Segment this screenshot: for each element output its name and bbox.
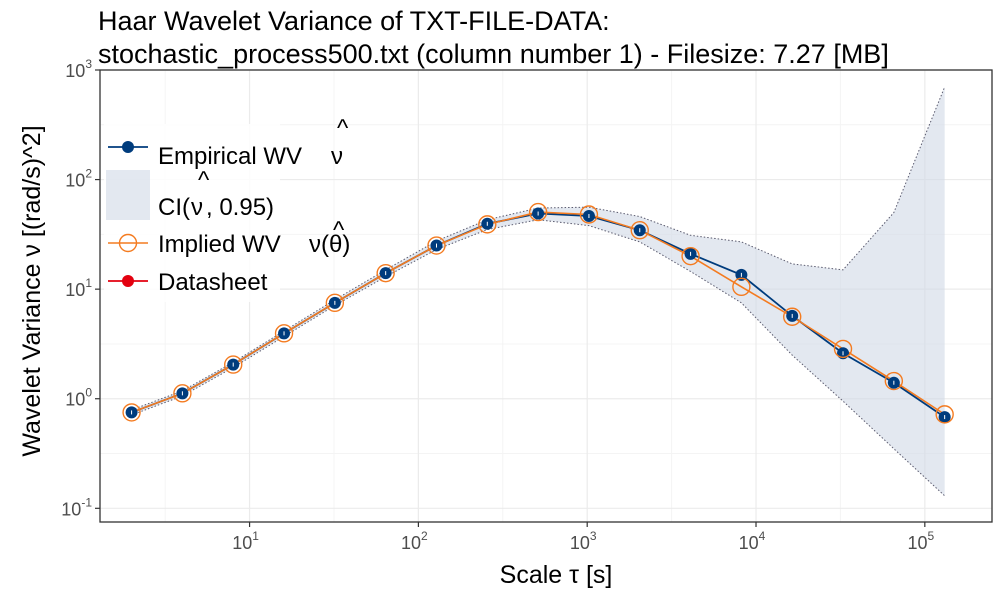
- y-tick-label-1: 100: [65, 386, 92, 410]
- implied-wv-point-15: [884, 371, 904, 391]
- y-axis: 10-1 100 101 102 103: [61, 57, 100, 519]
- legend: Empirical WV^νCI(^ν, 0.95)Implied WV ν(θ)…: [104, 115, 350, 302]
- implied-wv-point-9: [579, 205, 599, 224]
- implied-wv-point-1: [173, 384, 192, 403]
- chart-title-line1: Haar Wavelet Variance of TXT-FILE-DATA:: [98, 6, 610, 36]
- implied-wv-point-6: [427, 236, 446, 255]
- implied-wv-point-5: [376, 263, 395, 283]
- implied-wv-point-14: [833, 339, 853, 359]
- legend-math-ci: ν: [191, 194, 203, 221]
- implied-wv-point-7: [478, 215, 497, 234]
- implied-wv-point-8: [528, 202, 548, 222]
- implied-wv-point-0: [122, 403, 141, 422]
- implied-wv-point-16: [935, 405, 954, 424]
- implied-wv-point-12: [732, 277, 751, 297]
- y-axis-title: Wavelet Variance ν [(rad/s)^2]: [18, 125, 46, 456]
- legend-hat-implied: ^: [333, 217, 345, 244]
- legend-key-empirical-point: [122, 141, 134, 153]
- legend-key-datasheet-point: [122, 275, 134, 287]
- x-tick-label-0: 101: [232, 529, 259, 553]
- legend-label-ci: CI(: [158, 194, 190, 221]
- legend-key-ci: [106, 170, 150, 220]
- x-tick-label-2: 103: [570, 529, 597, 553]
- legend-math-implied: ν(θ): [309, 231, 350, 258]
- implied-wv-point-2: [224, 355, 243, 374]
- legend-hat-ci: ^: [198, 167, 210, 194]
- x-tick-label-1: 102: [401, 529, 428, 553]
- implied-wv-point-11: [681, 246, 700, 266]
- y-tick-label-2: 101: [65, 276, 92, 300]
- legend-label-datasheet: Datasheet: [158, 269, 268, 296]
- legend-label-empirical: Empirical WV: [158, 143, 302, 170]
- chart-title-line2: stochastic_process500.txt (column number…: [98, 39, 889, 69]
- legend-label-implied: Implied WV: [158, 231, 281, 258]
- y-tick-label-0: 10-1: [61, 495, 92, 519]
- legend-hat-empirical: ^: [337, 115, 349, 142]
- implied-wv-point-10: [630, 221, 649, 240]
- implied-wv-point-4: [325, 293, 345, 313]
- x-axis: 101 102 103 104 105: [232, 522, 934, 553]
- implied-wv-point-13: [783, 307, 802, 326]
- legend-key-implied-point: [118, 233, 138, 253]
- plot-border: [99, 69, 993, 523]
- legend-suffix-ci: , 0.95): [206, 194, 274, 221]
- y-tick-label-4: 103: [65, 57, 92, 81]
- x-axis-title: Scale τ [s]: [500, 561, 613, 589]
- legend-math-empirical: ν: [331, 143, 343, 170]
- x-tick-label-3: 104: [739, 529, 766, 553]
- implied-wv-point-3: [274, 324, 294, 343]
- ci-band: [131, 86, 945, 496]
- x-tick-label-4: 105: [907, 529, 934, 553]
- y-tick-label-3: 102: [65, 167, 92, 191]
